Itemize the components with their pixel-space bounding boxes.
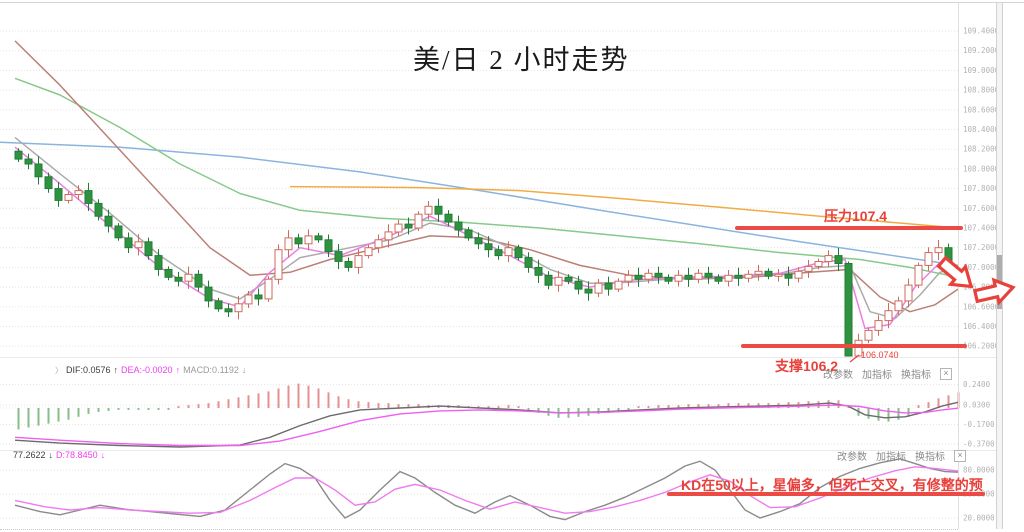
macd-down-arrow-icon: ↓: [241, 365, 247, 375]
dif-up-arrow-icon: ↑: [113, 365, 119, 375]
session-low-price-label: 106.0740: [861, 350, 899, 360]
axis-labels: 109.4000 109.2000 109.0000 108.8000 108.6000…: [963, 27, 1000, 523]
resistance-label: 压力107.4: [824, 208, 888, 224]
switch-indicator-button[interactable]: 换指标: [901, 370, 931, 381]
macd-value: MACD:0.1192: [183, 365, 239, 375]
svg-text:106.8000: 106.8000: [963, 283, 1000, 292]
dif-value: DIF:0.0576: [66, 365, 111, 375]
svg-text:107.2000: 107.2000: [963, 243, 1000, 252]
svg-text:108.0000: 108.0000: [963, 164, 1000, 173]
svg-text:106.6000: 106.6000: [963, 302, 1000, 311]
svg-text:109.2000: 109.2000: [963, 46, 1000, 55]
svg-text:109.4000: 109.4000: [963, 27, 1000, 36]
svg-text:106.4000: 106.4000: [963, 322, 1000, 331]
change-params-button[interactable]: 改参数: [823, 370, 853, 381]
close-macd-panel-button[interactable]: ×: [940, 367, 952, 380]
switch-indicator-button[interactable]: 换指标: [915, 452, 945, 463]
support-line: [741, 344, 967, 348]
add-indicator-button[interactable]: 加指标: [876, 452, 906, 463]
svg-text:108.6000: 108.6000: [963, 105, 1000, 114]
add-indicator-button[interactable]: 加指标: [862, 370, 892, 381]
k-value: 77.2622: [13, 450, 46, 460]
svg-text:107.8000: 107.8000: [963, 184, 1000, 193]
bottom-border: [0, 529, 958, 530]
collapse-chevron-icon[interactable]: 〉: [55, 366, 63, 375]
ma-line-brown: [14, 40, 959, 313]
k-down-arrow-icon: ↓: [48, 450, 54, 460]
svg-text:80.0000: 80.0000: [963, 466, 995, 475]
svg-text:106.2000: 106.2000: [963, 342, 1000, 351]
svg-text:108.4000: 108.4000: [963, 125, 1000, 134]
d-value: D:78.8450: [56, 450, 98, 460]
d-down-arrow-icon: ↓: [100, 450, 106, 460]
svg-text:-0.1700: -0.1700: [963, 420, 995, 429]
svg-text:107.0000: 107.0000: [963, 263, 1000, 272]
resistance-line: [735, 226, 963, 230]
ma-line-orange: [289, 185, 959, 229]
vertical-scrollbar[interactable]: [996, 3, 1003, 529]
svg-text:0.0300: 0.0300: [963, 401, 991, 410]
top-border: [0, 2, 1024, 3]
macd-panel-toolbar: 改参数 加指标 换指标 ×: [823, 366, 952, 381]
main-macd-divider: [0, 357, 997, 358]
kd-50-level-line: [667, 492, 985, 496]
kd-panel-toolbar: 改参数 加指标 换指标 ×: [837, 448, 966, 463]
macd-lines: [14, 401, 959, 448]
dea-up-arrow-icon: ↑: [175, 365, 181, 375]
moving-average-lines: [0, 40, 959, 330]
dea-line: [14, 404, 959, 447]
ma-line-blue: [0, 141, 959, 267]
chart-title: 美/日 2 小时走势: [413, 45, 630, 75]
kd-note-label: KD在50以上，星偏多，但死亡交叉，有修整的预: [681, 477, 983, 493]
svg-text:107.4000: 107.4000: [963, 224, 1000, 233]
support-label: 支撑106.2: [775, 358, 839, 374]
svg-text:107.6000: 107.6000: [963, 204, 1000, 213]
svg-text:108.2000: 108.2000: [963, 145, 1000, 154]
close-kd-panel-button[interactable]: ×: [954, 449, 966, 462]
svg-text:108.8000: 108.8000: [963, 86, 1000, 95]
scrollbar-thumb[interactable]: [997, 255, 1002, 309]
kd-indicator-readout: 77.2622 ↓ D:78.8450 ↓: [13, 450, 108, 460]
svg-text:0.2400: 0.2400: [963, 380, 991, 389]
change-params-button[interactable]: 改参数: [837, 452, 867, 463]
svg-text:109.0000: 109.0000: [963, 66, 1000, 75]
macd-indicator-readout: 〉 DIF:0.0576 ↑ DEA:-0.0020 ↑ MACD:0.1192 ↓: [55, 365, 249, 376]
macd-kd-divider: [0, 450, 997, 451]
macd-histogram: [17, 383, 960, 430]
svg-text:20.0000: 20.0000: [963, 514, 995, 523]
svg-text:-0.3700: -0.3700: [963, 440, 995, 449]
dea-value: DEA:-0.0020: [121, 365, 173, 375]
